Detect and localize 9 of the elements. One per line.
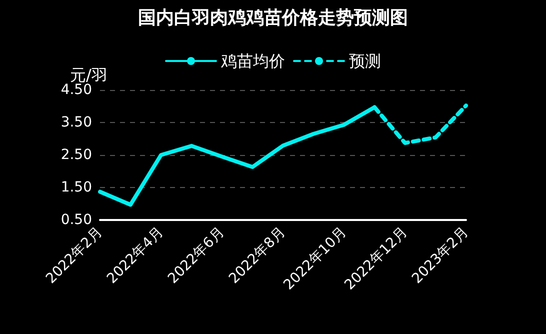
legend-label: 鸡苗均价 — [220, 52, 285, 70]
chart-title: 国内白羽肉鸡鸡苗价格走势预测图 — [138, 8, 408, 28]
legend-label: 预测 — [349, 52, 381, 70]
y-tick-label: 0.50 — [60, 212, 92, 228]
y-axis-title: 元/羽 — [70, 66, 108, 85]
y-tick-label: 1.50 — [60, 180, 92, 196]
y-tick-label: 3.50 — [60, 114, 92, 130]
y-tick-label: 2.50 — [60, 147, 92, 163]
y-tick-label: 4.50 — [60, 82, 92, 98]
